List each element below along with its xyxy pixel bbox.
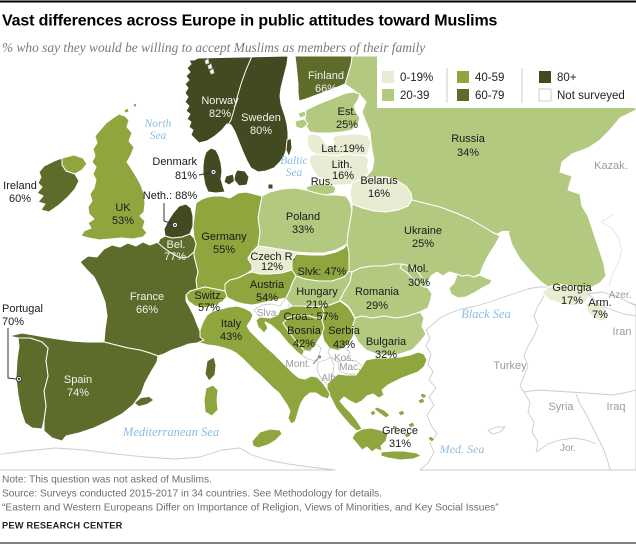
svg-text:54%: 54% bbox=[256, 292, 278, 304]
svg-text:Jor.: Jor. bbox=[560, 443, 576, 454]
svg-text:Azer.: Azer. bbox=[609, 290, 632, 301]
svg-text:Not surveyed: Not surveyed bbox=[557, 90, 625, 102]
svg-text:0-19%: 0-19% bbox=[400, 72, 433, 84]
svg-text:Georgia: Georgia bbox=[552, 282, 592, 294]
svg-text:43%: 43% bbox=[333, 339, 355, 351]
svg-text:Belarus: Belarus bbox=[360, 175, 398, 187]
svg-text:Kazak.: Kazak. bbox=[594, 160, 628, 172]
svg-text:Mediterranean Sea: Mediterranean Sea bbox=[122, 425, 219, 439]
svg-text:82%: 82% bbox=[209, 108, 231, 120]
svg-text:Mont.: Mont. bbox=[285, 359, 310, 370]
svg-text:Source: Surveys conducted 2015: Source: Surveys conducted 2015-2017 in 3… bbox=[2, 489, 382, 500]
svg-text:Turkey: Turkey bbox=[493, 360, 527, 372]
svg-text:25%: 25% bbox=[336, 119, 358, 131]
svg-text:Med. Sea: Med. Sea bbox=[439, 442, 485, 456]
svg-text:Alb.: Alb. bbox=[321, 373, 338, 384]
svg-text:34%: 34% bbox=[457, 147, 479, 159]
svg-text:Greece: Greece bbox=[382, 425, 418, 437]
svg-text:“Eastern and Western Europeans: “Eastern and Western Europeans Differ on… bbox=[2, 503, 499, 514]
svg-text:Austria: Austria bbox=[250, 279, 285, 291]
svg-text:Sea: Sea bbox=[150, 130, 167, 142]
svg-text:60%: 60% bbox=[9, 193, 31, 205]
svg-text:Denmark: Denmark bbox=[152, 156, 197, 168]
svg-text:Est.: Est. bbox=[338, 106, 357, 118]
svg-text:81%: 81% bbox=[175, 170, 197, 182]
svg-text:20-39: 20-39 bbox=[400, 90, 429, 102]
svg-text:Germany: Germany bbox=[201, 231, 247, 243]
svg-text:80%: 80% bbox=[250, 125, 272, 137]
svg-text:21%: 21% bbox=[306, 299, 328, 311]
svg-text:Portugal: Portugal bbox=[2, 303, 43, 315]
svg-text:Bel.: Bel. bbox=[167, 239, 186, 251]
svg-text:Croa.: 57%: Croa.: 57% bbox=[283, 311, 338, 323]
svg-text:Sea: Sea bbox=[286, 167, 303, 179]
svg-text:42%: 42% bbox=[293, 338, 315, 350]
svg-text:55%: 55% bbox=[213, 244, 235, 256]
svg-text:16%: 16% bbox=[368, 188, 390, 200]
svg-text:Bosnia: Bosnia bbox=[287, 325, 322, 337]
svg-text:Russia: Russia bbox=[451, 133, 486, 145]
svg-text:Poland: Poland bbox=[286, 211, 320, 223]
svg-text:16%: 16% bbox=[332, 170, 354, 182]
svg-text:70%: 70% bbox=[2, 316, 24, 328]
svg-text:% who say they would be willin: % who say they would be willing to accep… bbox=[2, 40, 425, 55]
svg-text:Hungary: Hungary bbox=[296, 286, 338, 298]
svg-text:UK: UK bbox=[115, 202, 131, 214]
svg-text:66%: 66% bbox=[136, 304, 158, 316]
svg-text:7%: 7% bbox=[592, 309, 608, 321]
svg-text:53%: 53% bbox=[112, 215, 134, 227]
svg-text:Sweden: Sweden bbox=[241, 112, 281, 124]
svg-text:33%: 33% bbox=[292, 224, 314, 236]
svg-text:Mol.: Mol. bbox=[408, 263, 429, 275]
svg-text:Rus.: Rus. bbox=[311, 176, 334, 188]
svg-text:Iraq: Iraq bbox=[607, 401, 626, 413]
svg-text:Romania: Romania bbox=[355, 286, 400, 298]
svg-text:74%: 74% bbox=[67, 387, 89, 399]
svg-text:Italy: Italy bbox=[221, 318, 242, 330]
svg-text:12%: 12% bbox=[261, 261, 283, 273]
svg-text:PEW RESEARCH CENTER: PEW RESEARCH CENTER bbox=[2, 521, 123, 531]
svg-text:Arm.: Arm. bbox=[588, 297, 611, 309]
svg-text:Czech R.: Czech R. bbox=[250, 251, 295, 263]
svg-text:77%: 77% bbox=[164, 251, 186, 263]
svg-text:Iran: Iran bbox=[613, 326, 632, 338]
svg-text:Kos.: Kos. bbox=[334, 353, 354, 364]
svg-text:Norway: Norway bbox=[201, 95, 239, 107]
svg-text:60-79: 60-79 bbox=[475, 90, 504, 102]
svg-text:Ukraine: Ukraine bbox=[404, 225, 442, 237]
svg-text:Slva.: Slva. bbox=[257, 308, 279, 319]
svg-text:Ireland: Ireland bbox=[3, 180, 37, 192]
svg-text:Black Sea: Black Sea bbox=[461, 307, 511, 321]
svg-text:32%: 32% bbox=[375, 349, 397, 361]
svg-text:80+: 80+ bbox=[557, 72, 577, 84]
svg-text:Neth.: 88%: Neth.: 88% bbox=[143, 190, 198, 202]
svg-text:Serbia: Serbia bbox=[328, 325, 361, 337]
svg-text:57%: 57% bbox=[198, 302, 220, 314]
svg-text:Bulgaria: Bulgaria bbox=[366, 336, 407, 348]
svg-text:Lat.:19%: Lat.:19% bbox=[321, 143, 365, 155]
svg-text:Vast differences across Europe: Vast differences across Europe in public… bbox=[2, 13, 498, 30]
svg-text:Syria: Syria bbox=[548, 401, 574, 413]
svg-text:Spain: Spain bbox=[64, 374, 92, 386]
svg-text:25%: 25% bbox=[412, 238, 434, 250]
svg-text:Baltic: Baltic bbox=[280, 155, 307, 167]
svg-text:Lith.: Lith. bbox=[332, 159, 353, 171]
svg-text:31%: 31% bbox=[389, 438, 411, 450]
svg-text:North: North bbox=[144, 118, 172, 130]
svg-text:Finland: Finland bbox=[308, 70, 344, 82]
svg-text:29%: 29% bbox=[366, 300, 388, 312]
svg-text:France: France bbox=[130, 291, 164, 303]
svg-text:Switz.: Switz. bbox=[194, 290, 223, 302]
svg-text:Slvk: 47%: Slvk: 47% bbox=[298, 266, 347, 278]
svg-text:40-59: 40-59 bbox=[475, 72, 504, 84]
svg-text:17%: 17% bbox=[561, 295, 583, 307]
svg-text:66%: 66% bbox=[315, 83, 337, 95]
svg-text:43%: 43% bbox=[220, 331, 242, 343]
svg-text:Note: This question was not as: Note: This question was not asked of Mus… bbox=[2, 475, 212, 486]
svg-text:Mac.: Mac. bbox=[339, 362, 361, 373]
svg-text:30%: 30% bbox=[408, 277, 430, 289]
